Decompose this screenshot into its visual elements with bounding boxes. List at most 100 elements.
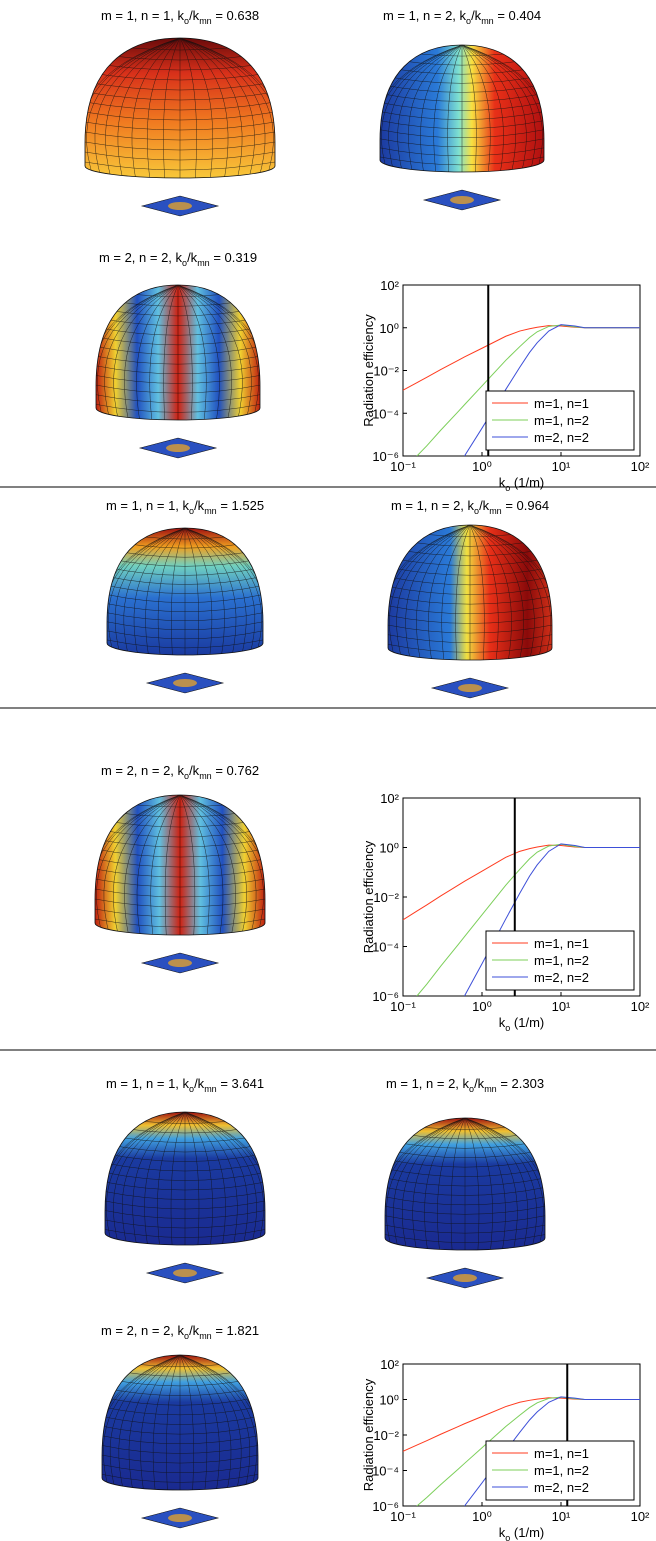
dome-mesh xyxy=(85,38,275,178)
mesh-line xyxy=(179,1355,194,1490)
x-tick-label: 10² xyxy=(631,999,650,1014)
plot-title-part: mn xyxy=(204,506,217,516)
plot-title-part: o xyxy=(184,1331,189,1341)
plot-title-part: = 1.525 xyxy=(217,498,264,513)
series-line xyxy=(464,324,640,456)
mesh-line xyxy=(179,795,210,935)
plot-title-part: mn xyxy=(199,771,212,781)
plot-title-part: mn xyxy=(489,506,502,516)
x-axis-label: ko (1/m) xyxy=(499,1015,544,1033)
mesh-line xyxy=(114,528,186,655)
mesh-line xyxy=(113,285,179,420)
y-axis-label: Radiation efficiency xyxy=(361,840,376,953)
mesh-line xyxy=(149,285,179,420)
plate-hotspot xyxy=(453,1274,477,1282)
mesh-line xyxy=(166,1355,181,1490)
plot-title-part: /k xyxy=(194,498,205,513)
plot-title-part: m = 1, n = 2, k xyxy=(386,1076,470,1091)
mesh-line xyxy=(405,525,471,660)
x-axis-label-part: (1/m) xyxy=(510,1015,544,1030)
mesh-line xyxy=(118,1355,181,1490)
plot-title-part: o xyxy=(189,506,194,516)
mesh-line xyxy=(461,45,477,172)
mesh-line xyxy=(461,45,491,172)
plot-title-part: mn xyxy=(197,258,210,268)
plot-title-part: /k xyxy=(189,8,200,23)
plot-title-part: o xyxy=(469,1084,474,1094)
mesh-line xyxy=(179,795,196,935)
mesh-line xyxy=(428,525,471,660)
mesh-line xyxy=(461,45,544,172)
plot-title: m = 2, n = 2, ko/kmn = 1.821 xyxy=(101,1323,259,1341)
mesh-line xyxy=(441,525,471,660)
dome-mesh xyxy=(105,1112,265,1245)
mesh-line xyxy=(388,45,463,172)
mesh-line xyxy=(164,795,181,935)
plot-title: m = 2, n = 2, ko/kmn = 0.762 xyxy=(101,763,259,781)
plot-title-part: m = 1, n = 2, k xyxy=(383,8,467,23)
mesh-line xyxy=(469,525,512,660)
dome-mesh xyxy=(385,1118,545,1250)
x-tick-label: 10² xyxy=(631,1509,650,1524)
mesh-line xyxy=(464,1118,493,1250)
y-tick-label: 10⁻² xyxy=(373,364,399,379)
mesh-line xyxy=(104,285,179,420)
mesh-line xyxy=(461,45,543,172)
mesh-line xyxy=(450,1118,466,1250)
mesh-line xyxy=(464,1118,545,1250)
mesh-line xyxy=(179,1355,232,1490)
y-tick-label: 10⁻⁶ xyxy=(372,989,399,1004)
mesh-line xyxy=(184,1112,265,1245)
x-axis-label: ko (1/m) xyxy=(499,1525,544,1541)
mesh-line xyxy=(177,285,260,420)
mesh-line xyxy=(469,525,544,660)
x-axis-label-part: o xyxy=(505,1023,510,1033)
mesh-line xyxy=(179,1355,208,1490)
plot-title: m = 1, n = 2, ko/kmn = 0.964 xyxy=(391,498,549,516)
mesh-line xyxy=(380,45,463,172)
y-tick-label: 10⁻⁴ xyxy=(372,940,399,955)
plot-title-part: m = 2, n = 2, k xyxy=(99,250,183,265)
plot-title-part: /k xyxy=(479,498,490,513)
mesh-line xyxy=(121,1112,186,1245)
dome-mesh xyxy=(96,285,260,420)
mesh-line xyxy=(179,1355,220,1490)
y-tick-label: 10⁻⁶ xyxy=(372,1499,399,1514)
mesh-line xyxy=(132,1112,186,1245)
y-tick-label: 10⁻⁴ xyxy=(372,406,399,421)
x-tick-label: 10⁰ xyxy=(472,999,492,1014)
mesh-line xyxy=(184,1112,213,1245)
x-tick-label: 10⁻¹ xyxy=(390,459,416,474)
x-axis-label: ko (1/m) xyxy=(499,475,544,493)
mesh-line xyxy=(388,525,471,660)
mesh-line xyxy=(179,38,197,178)
x-axis-label-part: o xyxy=(505,483,510,493)
x-tick-label: 10⁰ xyxy=(472,1509,492,1524)
mesh-line xyxy=(96,285,179,420)
mesh-line xyxy=(424,1118,466,1250)
mesh-line xyxy=(179,795,224,935)
mesh-line xyxy=(401,1118,466,1250)
mesh-line xyxy=(179,38,274,178)
mesh-line xyxy=(94,38,181,178)
mesh-line xyxy=(108,528,186,655)
mesh-line xyxy=(184,528,199,655)
mesh-line xyxy=(184,1112,257,1245)
mesh-line xyxy=(177,285,193,420)
legend-label: m=2, n=2 xyxy=(534,970,589,985)
mesh-line xyxy=(385,1118,466,1250)
mesh-line xyxy=(177,285,243,420)
plate-hotspot xyxy=(173,1269,197,1277)
mesh-line xyxy=(461,45,516,172)
plot-title-part: m = 1, n = 2, k xyxy=(391,498,475,513)
mesh-line xyxy=(179,38,266,178)
legend-label: m=1, n=2 xyxy=(534,413,589,428)
plot-title-part: /k xyxy=(471,8,482,23)
mesh-line xyxy=(184,528,256,655)
plot-title-part: mn xyxy=(481,16,494,26)
x-tick-label: 10⁻¹ xyxy=(390,999,416,1014)
plot-title-part: o xyxy=(474,506,479,516)
mesh-line xyxy=(103,795,181,935)
mesh-line xyxy=(455,525,471,660)
